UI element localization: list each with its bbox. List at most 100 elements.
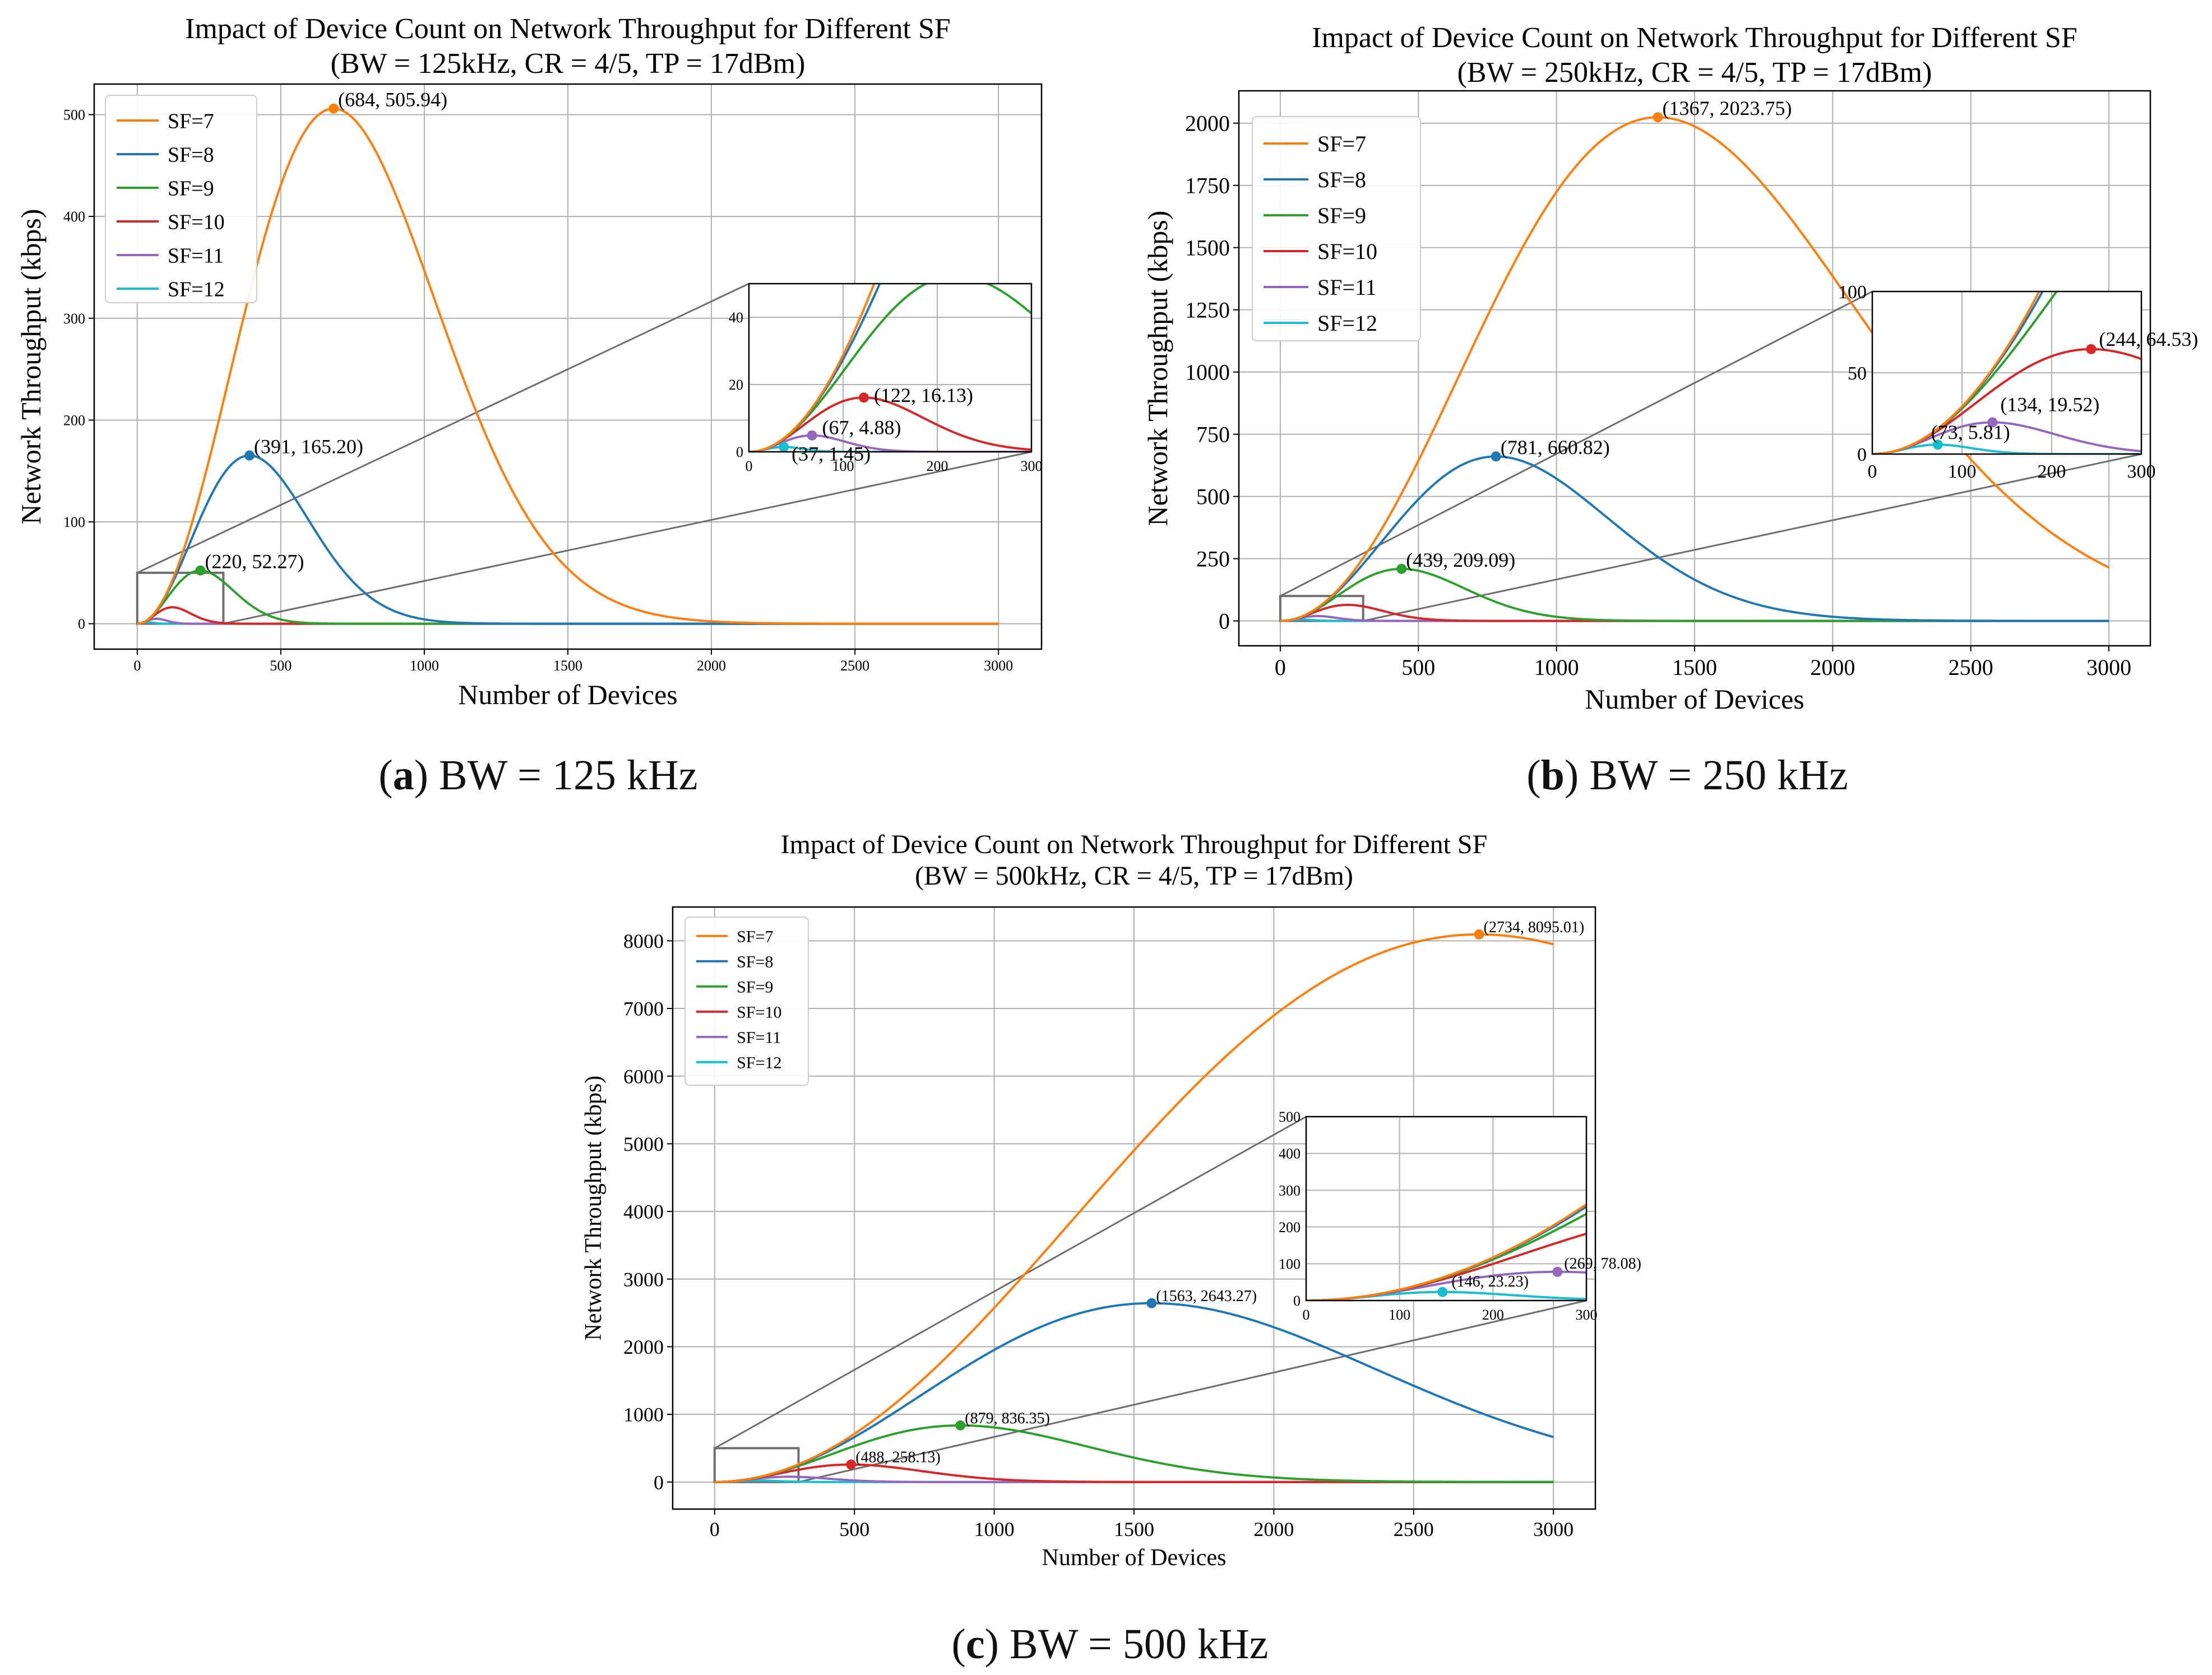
chart-subtitle-c: (BW = 500kHz, CR = 4/5, TP = 17dBm) — [915, 861, 1353, 891]
peak-marker-SF7 — [1653, 112, 1663, 123]
legend-label-SF8: SF=8 — [168, 143, 214, 166]
series-line-SF7 — [1280, 116, 2110, 622]
legend-label-SF11: SF=11 — [737, 1028, 781, 1047]
plot-frame-a — [93, 83, 1043, 650]
legend-label-SF11: SF=11 — [1317, 275, 1377, 300]
inset-frame-c — [1305, 1116, 1588, 1302]
peak-annotation: (220, 52.27) — [205, 550, 304, 573]
inset-x-tick-label: 300 — [1576, 1307, 1598, 1323]
inset-peak-annotation: (73, 5.81) — [1931, 421, 2010, 443]
chart-subtitle-a: (BW = 125kHz, CR = 4/5, TP = 17dBm) — [331, 48, 806, 80]
legend-label-SF10: SF=10 — [168, 210, 225, 234]
peak-marker-SF8 — [244, 450, 255, 461]
inset-background-c — [1306, 1117, 1586, 1301]
y-tick-label: 3000 — [623, 1268, 664, 1290]
peak-marker-SF8 — [1146, 1298, 1157, 1308]
inset-peak-annotation: (122, 16.13) — [874, 384, 973, 406]
inset-peak-marker-SF11 — [1987, 417, 1998, 428]
peak-annotation: (2734, 8095.01) — [1484, 919, 1585, 936]
chart-subtitle-b: (BW = 250kHz, CR = 4/5, TP = 17dBm) — [1457, 57, 1932, 89]
caption-b-text: BW = 250 kHz — [1589, 752, 1848, 799]
series-line-SF8 — [714, 1302, 1554, 1483]
y-axis-label-c: Network Throughput (kbps) — [581, 1076, 607, 1341]
inset-y-tick-label: 500 — [1279, 1109, 1301, 1125]
inset-y-tick-label: 200 — [1279, 1219, 1301, 1236]
chart-panel-c: Impact of Device Count on Network Throug… — [581, 830, 1641, 1571]
inset-y-tick-label: 100 — [1279, 1256, 1301, 1273]
x-tick-label: 0 — [133, 658, 141, 674]
inset-peak-annotation: (146, 23.23) — [1451, 1273, 1529, 1290]
plot-frame-c — [672, 906, 1596, 1510]
y-tick-label: 6000 — [623, 1065, 664, 1088]
inset-frame-a — [748, 283, 1033, 453]
inset-y-tick-label: 400 — [1279, 1146, 1301, 1162]
peak-annotation: (781, 660.82) — [1501, 436, 1610, 459]
inset-x-tick-label: 0 — [1303, 1307, 1310, 1323]
x-axis-label-c: Number of Devices — [1042, 1545, 1227, 1571]
caption-c: (c) BW = 500 kHz — [951, 1621, 1269, 1668]
x-tick-label: 500 — [270, 658, 291, 674]
inset-peak-marker-SF12 — [1932, 439, 1943, 450]
y-tick-label: 4000 — [623, 1201, 664, 1223]
caption-c-letter: c — [965, 1621, 985, 1668]
chart-title-b: Impact of Device Count on Network Throug… — [1312, 22, 2077, 54]
inset-x-tick-label: 300 — [1021, 458, 1043, 474]
y-tick-label: 1750 — [1185, 173, 1230, 198]
legend-label-SF12: SF=12 — [168, 277, 225, 301]
x-tick-label: 500 — [839, 1518, 869, 1540]
inset-y-tick-label: 100 — [1838, 282, 1867, 303]
y-axis-label-a: Network Throughput (kbps) — [15, 209, 47, 525]
inset-series-group — [749, 284, 1031, 452]
y-tick-label: 1500 — [1185, 235, 1230, 261]
zoom-connector-line — [223, 451, 1032, 625]
peak-marker-SF9 — [195, 565, 206, 576]
series-line-SF9 — [714, 1424, 1554, 1483]
series-line-SF8 — [1280, 455, 2109, 622]
x-tick-label: 500 — [1401, 655, 1435, 680]
caption-c-text: BW = 500 kHz — [1009, 1621, 1269, 1668]
x-axis-label-a: Number of Devices — [458, 679, 678, 710]
y-tick-label: 750 — [1196, 422, 1230, 447]
zoom-connector-line — [1363, 453, 2142, 622]
caption-b: (b) BW = 250 kHz — [1526, 752, 1848, 799]
inset-peak-marker-SF11 — [807, 430, 817, 441]
inset-y-tick-label: 50 — [1848, 363, 1867, 384]
legend-label-SF7: SF=7 — [168, 109, 214, 133]
inset-series-line-SF11 — [749, 434, 1031, 452]
legend-label-SF10: SF=10 — [1317, 239, 1377, 264]
inset-y-tick-label: 40 — [729, 309, 743, 326]
inset-x-tick-label: 100 — [1948, 461, 1977, 482]
inset-frame-b — [1871, 290, 2142, 455]
peak-marker-SF10 — [846, 1459, 857, 1470]
legend-box-a — [105, 95, 257, 303]
zoom-connector-line — [714, 1116, 1307, 1449]
y-tick-label: 2000 — [623, 1336, 664, 1358]
x-tick-label: 2000 — [1810, 655, 1855, 680]
peak-annotation: (879, 836.35) — [965, 1410, 1050, 1427]
legend-label-SF12: SF=12 — [737, 1053, 781, 1072]
peak-marker-SF9 — [1396, 563, 1407, 574]
inset-x-tick-label: 0 — [1868, 461, 1877, 482]
x-tick-label: 0 — [710, 1518, 720, 1540]
inset-y-tick-label: 0 — [1857, 445, 1867, 465]
inset-peak-annotation: (269, 78.08) — [1564, 1255, 1641, 1273]
legend-label-SF7: SF=7 — [737, 927, 773, 946]
inset-series-line-SF7 — [749, 284, 876, 452]
legend-box-c — [684, 917, 809, 1086]
inset-series-line-SF12 — [1872, 443, 2141, 454]
y-tick-label: 1250 — [1185, 298, 1230, 323]
x-tick-label: 1000 — [1534, 655, 1579, 680]
chart-panel-a: Impact of Device Count on Network Throug… — [15, 13, 1043, 710]
x-tick-label: 3000 — [2086, 655, 2131, 680]
peak-annotation: (391, 165.20) — [254, 436, 363, 458]
y-tick-label: 0 — [78, 616, 85, 632]
inset-x-tick-label: 200 — [2038, 461, 2066, 482]
peak-annotation: (439, 209.09) — [1406, 549, 1515, 571]
y-tick-label: 400 — [63, 209, 85, 225]
peak-annotation: (684, 505.94) — [338, 89, 447, 111]
x-tick-label: 0 — [1275, 655, 1286, 680]
y-tick-label: 8000 — [623, 930, 664, 952]
peak-marker-SF9 — [955, 1420, 966, 1431]
inset-peak-annotation: (67, 4.88) — [822, 417, 901, 439]
series-line-SF7 — [714, 933, 1554, 1483]
